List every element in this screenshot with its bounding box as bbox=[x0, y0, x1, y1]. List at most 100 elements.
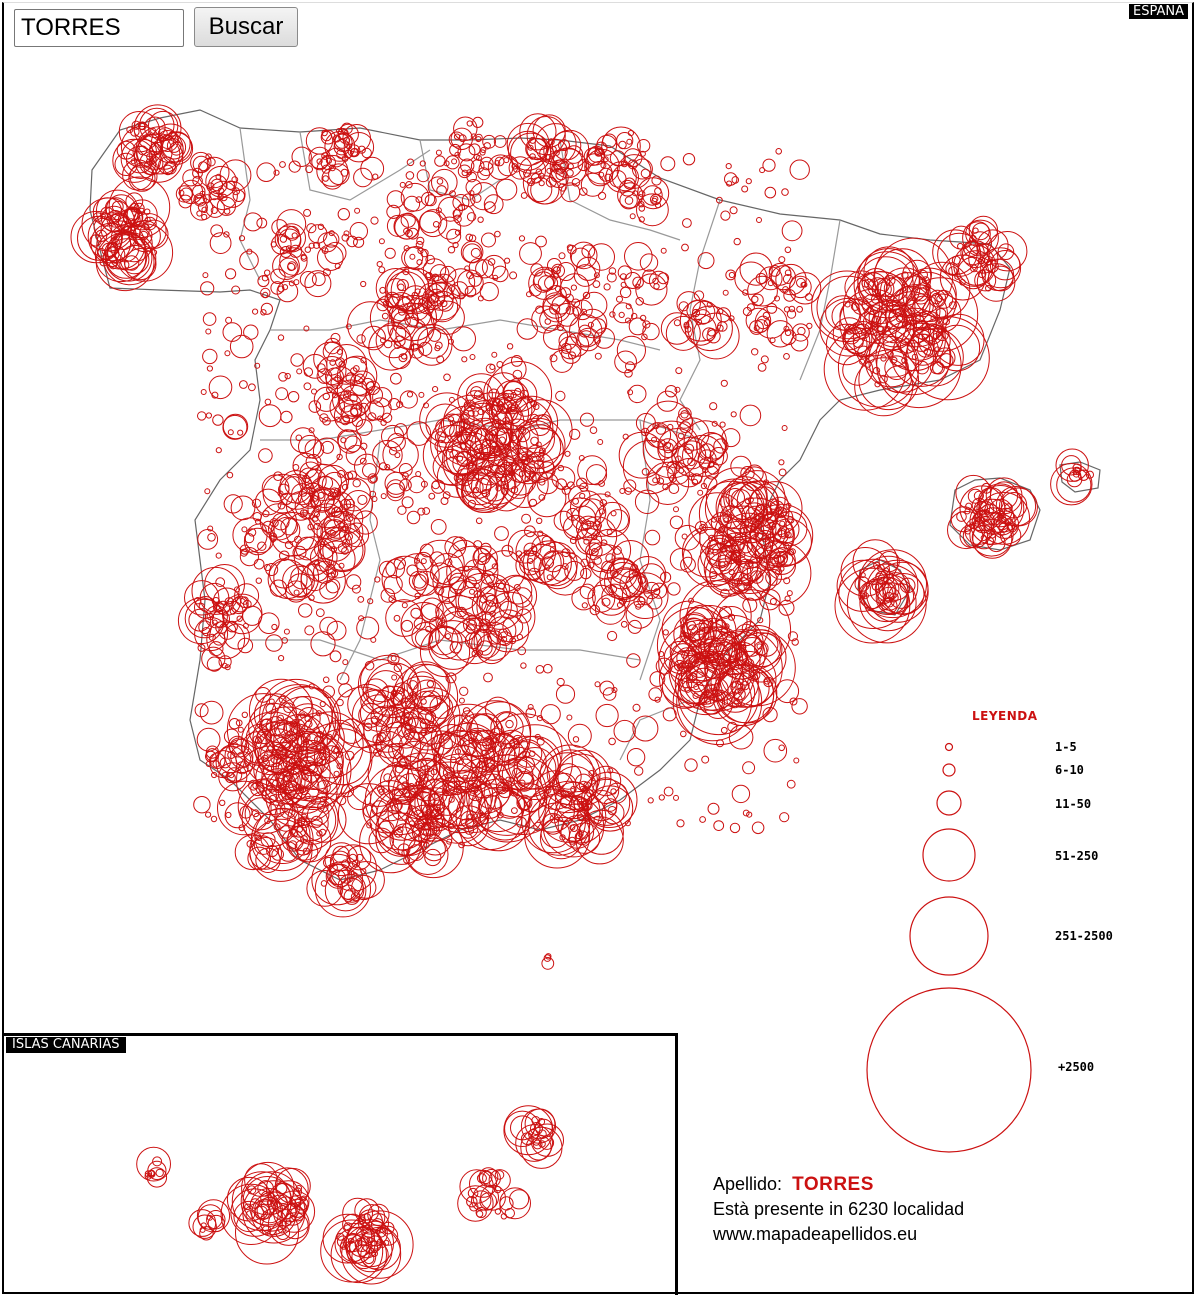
location-marker bbox=[517, 425, 527, 435]
location-marker bbox=[393, 614, 401, 622]
location-marker bbox=[767, 550, 796, 580]
location-marker bbox=[791, 698, 808, 715]
location-marker bbox=[281, 637, 289, 644]
location-marker bbox=[317, 244, 344, 272]
location-marker bbox=[299, 509, 308, 518]
location-marker bbox=[415, 240, 424, 249]
location-marker bbox=[482, 134, 497, 149]
location-marker bbox=[784, 528, 795, 539]
location-marker bbox=[842, 326, 871, 355]
location-marker bbox=[528, 266, 562, 300]
location-marker bbox=[641, 468, 650, 476]
location-marker bbox=[530, 263, 544, 277]
location-marker bbox=[323, 856, 335, 869]
location-marker bbox=[283, 702, 294, 714]
location-marker bbox=[625, 317, 631, 324]
location-marker bbox=[272, 743, 287, 759]
location-marker bbox=[190, 197, 214, 221]
location-marker bbox=[497, 782, 514, 799]
location-marker bbox=[503, 469, 534, 499]
location-marker bbox=[355, 1226, 376, 1247]
location-marker bbox=[528, 785, 576, 833]
location-marker bbox=[403, 195, 421, 213]
location-marker bbox=[423, 402, 429, 409]
location-marker bbox=[196, 210, 203, 217]
location-marker bbox=[642, 420, 701, 479]
location-marker bbox=[294, 492, 322, 520]
location-marker bbox=[515, 816, 527, 828]
location-marker bbox=[119, 259, 130, 270]
location-marker bbox=[372, 387, 393, 408]
location-marker bbox=[793, 757, 800, 764]
search-button[interactable]: Buscar bbox=[194, 7, 298, 47]
location-marker bbox=[257, 541, 267, 551]
location-marker bbox=[265, 716, 286, 736]
location-marker bbox=[239, 548, 248, 557]
location-marker bbox=[245, 1210, 256, 1220]
location-marker bbox=[341, 547, 349, 555]
location-marker bbox=[255, 687, 272, 703]
border-valencia bbox=[639, 419, 661, 681]
location-marker bbox=[408, 475, 426, 494]
location-marker bbox=[313, 522, 321, 531]
location-marker bbox=[592, 280, 601, 289]
legend-label-11-50: 11-50 bbox=[1055, 797, 1092, 811]
location-marker bbox=[533, 821, 543, 832]
location-marker bbox=[504, 1208, 515, 1219]
location-marker bbox=[347, 470, 357, 480]
location-marker bbox=[450, 756, 457, 764]
location-marker bbox=[410, 607, 422, 619]
location-marker bbox=[635, 413, 656, 433]
location-marker bbox=[762, 707, 778, 723]
location-marker bbox=[843, 328, 860, 345]
location-marker bbox=[766, 320, 794, 348]
location-marker bbox=[667, 582, 681, 596]
location-marker bbox=[132, 139, 157, 164]
location-marker bbox=[210, 224, 224, 238]
location-marker bbox=[259, 768, 298, 806]
canary-islands-tag: ISLAS CANARIAS bbox=[6, 1037, 126, 1053]
location-marker bbox=[448, 338, 454, 345]
location-marker bbox=[276, 280, 299, 303]
surname-search-input[interactable] bbox=[14, 9, 184, 47]
location-marker bbox=[668, 483, 680, 495]
location-marker bbox=[356, 334, 366, 344]
location-marker bbox=[122, 225, 129, 233]
location-marker bbox=[939, 353, 954, 368]
location-marker bbox=[413, 809, 424, 820]
location-marker bbox=[638, 216, 645, 223]
location-marker bbox=[480, 147, 487, 153]
location-marker bbox=[651, 436, 657, 443]
location-marker bbox=[778, 744, 786, 752]
location-marker bbox=[673, 794, 679, 801]
location-marker bbox=[414, 592, 421, 600]
location-marker bbox=[235, 1200, 299, 1265]
location-marker bbox=[538, 494, 546, 501]
location-marker bbox=[469, 420, 528, 479]
location-marker bbox=[277, 490, 284, 497]
location-marker bbox=[342, 124, 372, 153]
location-marker bbox=[564, 560, 585, 581]
location-marker bbox=[783, 306, 791, 313]
location-marker bbox=[705, 654, 715, 664]
location-marker bbox=[624, 820, 631, 827]
location-marker bbox=[679, 299, 722, 342]
location-marker bbox=[882, 573, 925, 615]
location-marker bbox=[663, 786, 674, 797]
location-marker bbox=[495, 579, 507, 590]
location-marker bbox=[511, 163, 518, 170]
location-marker bbox=[527, 144, 534, 151]
location-marker bbox=[457, 373, 506, 422]
location-marker bbox=[501, 544, 514, 557]
location-marker bbox=[316, 368, 333, 384]
location-marker bbox=[673, 319, 681, 327]
location-marker bbox=[254, 1204, 271, 1221]
website-link[interactable]: www.mapadeapellidos.eu bbox=[713, 1224, 918, 1244]
location-marker bbox=[479, 282, 499, 302]
location-marker bbox=[487, 616, 517, 645]
location-marker bbox=[239, 380, 248, 389]
location-marker bbox=[561, 343, 582, 364]
location-marker bbox=[626, 748, 646, 767]
location-marker bbox=[462, 243, 483, 263]
location-marker bbox=[729, 822, 741, 834]
